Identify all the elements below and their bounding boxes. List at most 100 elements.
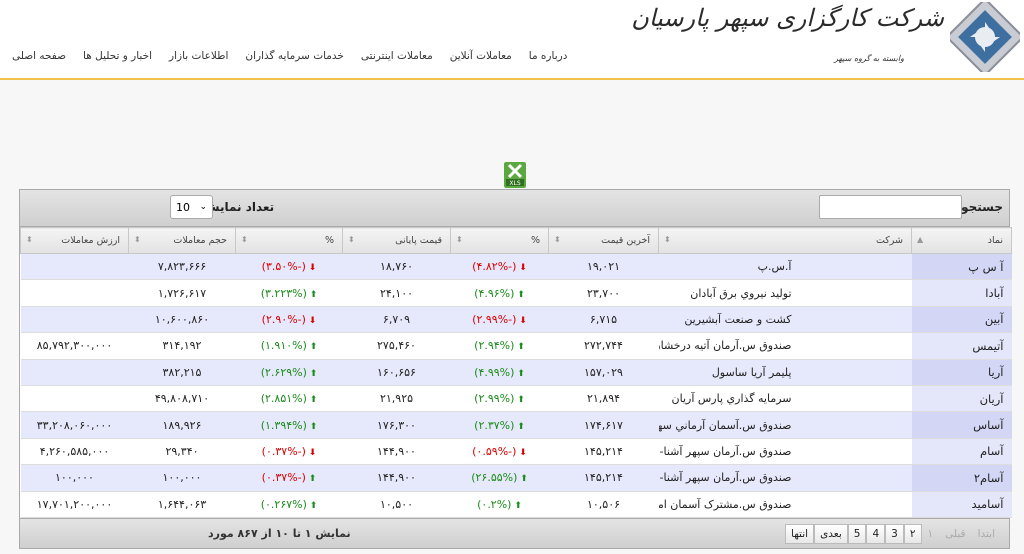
table-row[interactable]: آبین کشت و صنعت آبشیرین ۶,۷۱۵ ⬇ (-۲.۹۹%) ۶,۷… <box>20 306 1012 334</box>
value-cell <box>20 253 129 281</box>
col-symbol-header[interactable]: نماد ▲ <box>911 227 1012 254</box>
table-row[interactable]: آبادا تولید نيروي برق آبادان ۲۳,۷۰۰ ⬆ (۴.۹۶… <box>20 279 1012 307</box>
arrow-up-icon: ⬆ <box>306 500 318 511</box>
nav-market-info[interactable]: اطلاعات بازار <box>169 50 229 62</box>
close-price-cell: ۱۴۴,۹۰۰ <box>342 464 451 492</box>
close-pct-cell: ⬆ (۲.۶۲۹%) <box>235 359 343 386</box>
pager-page[interactable]: 3 <box>885 524 904 544</box>
brand-title: شرکت کارگزاری سپهر پارسیان <box>631 4 944 32</box>
volume-cell: ۱۰۰,۰۰۰ <box>128 464 236 492</box>
company-cell: صندوق س.آسمان آرماني سهام-س <box>658 411 912 439</box>
last-pct-cell: ⬆ (۲.۳۷%) <box>450 411 549 439</box>
table-row[interactable]: آسام صندوق س.آرمان سپهر آشنا-م ۱۴۵,۲۱۴ ⬇ (-… <box>20 438 1012 466</box>
column-label: آخرین قیمت <box>601 235 650 246</box>
pager-page[interactable]: ۱ <box>927 528 934 540</box>
sort-both-icon: ⬍ <box>664 235 671 244</box>
company-cell: سرمایه گذاري پارس آریان <box>658 385 912 413</box>
nav-home[interactable]: صفحه اصلی <box>12 50 67 62</box>
company-cell: تولید نيروي برق آبادان <box>658 279 912 307</box>
pagination: ابتدا قبلی ۱ ۲ 3 4 5 بعدی انتها <box>785 524 1001 544</box>
company-cell: صندوق س.آرمان سپهر آشنا-م <box>658 438 912 466</box>
change-percent: (۱.۳۹۴%) <box>260 418 307 432</box>
change-percent: (-۲.۹۹%) <box>472 312 517 326</box>
col-close-price-header[interactable]: قیمت پایانی ⬍ <box>342 227 451 254</box>
arrow-up-icon: ⬆ <box>306 289 318 300</box>
company-cell: صندوق س.آرمان آتیه درخشان مس-س <box>658 332 912 360</box>
close-price-cell: ۱۷۶,۳۰۰ <box>342 411 451 439</box>
symbol-cell: آساس <box>911 411 1012 439</box>
company-cell: صندوق س.مشترک آسمان امید <box>658 491 912 518</box>
change-percent: (-۳.۵۰%) <box>261 260 306 274</box>
close-pct-cell: ⬆ (۰.۲۶۷%) <box>235 491 343 518</box>
column-label: ارزش معاملات <box>61 235 120 246</box>
last-price-cell: ۱۰,۵۰۶ <box>548 491 659 518</box>
last-price-cell: ۶,۷۱۵ <box>548 306 659 334</box>
arrow-up-icon: ⬆ <box>305 474 317 485</box>
table-row[interactable]: آریان سرمایه گذاري پارس آریان ۲۱,۸۹۴ ⬆ (۲.۹… <box>20 385 1012 413</box>
pager-page[interactable]: 5 <box>847 524 867 544</box>
last-pct-cell: ⬇ (-۰.۵۹%) <box>450 438 549 466</box>
col-last-pct-header[interactable]: % ⬍ <box>450 227 549 254</box>
table-row[interactable]: آریا پلیمر آریا ساسول ۱۵۷,۰۲۹ ⬆ (۴.۹۹%) ۱۶۰,… <box>20 359 1012 386</box>
symbol-cell: آ س پ <box>911 253 1012 281</box>
change-percent: (-۰.۳۷%) <box>261 471 306 485</box>
pager-first[interactable]: ابتدا <box>977 528 995 540</box>
change-percent: (۲.۹۹%) <box>474 392 515 406</box>
chevron-down-icon: ⌄ <box>199 202 207 212</box>
volume-cell: ۷,۸۲۳,۶۶۶ <box>128 253 236 281</box>
arrow-up-icon: ⬆ <box>306 368 318 379</box>
pager-page[interactable]: 4 <box>866 524 886 544</box>
pager-last[interactable]: انتها <box>785 524 815 544</box>
col-last-price-header[interactable]: آخرین قیمت ⬍ <box>548 227 659 254</box>
nav-online-trading[interactable]: معاملات آنلاین <box>449 50 512 62</box>
change-percent: (۳.۲۲۳%) <box>260 286 307 300</box>
xls-export-icon[interactable]: XLS <box>504 162 526 188</box>
table-toolbar: جستجو: تعداد نمایش 10 ⌄ <box>20 190 1009 227</box>
col-volume-header[interactable]: حجم معاملات ⬍ <box>128 227 236 254</box>
table-row[interactable]: آ س پ آ.س.پ ۱۹,۰۲۱ ⬇ (-۴.۸۲%) ۱۸,۷۶۰ ⬇ (-۳.۵۰… <box>20 253 1012 281</box>
page-length-select[interactable]: 10 ⌄ <box>170 195 213 219</box>
volume-cell: ۴۹,۸۰۸,۷۱۰ <box>128 385 236 413</box>
close-price-cell: ۱۶۰,۶۵۶ <box>342 359 451 386</box>
col-company-header[interactable]: شرکت ⬍ <box>658 227 912 254</box>
pager-next[interactable]: بعدی <box>814 524 848 544</box>
volume-cell: ۱۸۹,۹۲۶ <box>128 411 236 439</box>
main-nav: صفحه اصلی اخبار و تحلیل ها اطلاعات بازار… <box>12 50 567 62</box>
value-cell: ۱۰۰,۰۰۰ <box>20 464 129 492</box>
company-cell: پلیمر آریا ساسول <box>658 359 912 386</box>
table-row[interactable]: آسامید صندوق س.مشترک آسمان امید ۱۰,۵۰۶ ⬆ (۰… <box>20 491 1012 518</box>
close-pct-cell: ⬆ (-۰.۳۷%) <box>235 464 343 492</box>
col-value-header[interactable]: ارزش معاملات ⬍ <box>20 227 129 254</box>
arrow-up-icon: ⬆ <box>514 289 525 300</box>
last-price-cell: ۱۷۴,۶۱۷ <box>548 411 659 439</box>
last-price-cell: ۲۷۲,۷۴۴ <box>548 332 659 360</box>
change-percent: (-۴.۸۲%) <box>472 260 517 274</box>
column-label: شرکت <box>875 235 903 246</box>
symbol-cell: آبادا <box>911 279 1012 307</box>
brand-logo-icon[interactable] <box>950 2 1020 72</box>
col-close-pct-header[interactable]: % ⬍ <box>235 227 343 254</box>
arrow-down-icon: ⬇ <box>305 447 317 458</box>
nav-internet-trading[interactable]: معاملات اینترنتی <box>360 50 433 62</box>
arrow-up-icon: ⬆ <box>511 500 522 511</box>
close-pct-cell: ⬆ (۱.۳۹۴%) <box>235 411 343 439</box>
search-input[interactable] <box>819 195 962 219</box>
close-price-cell: ۱۰,۵۰۰ <box>342 491 451 518</box>
change-percent: (۲۶.۵۵%) <box>471 471 518 485</box>
nav-news[interactable]: اخبار و تحلیل ها <box>83 50 153 62</box>
last-price-cell: ۲۳,۷۰۰ <box>548 279 659 307</box>
column-label: % <box>530 235 540 246</box>
last-pct-cell: ⬆ (۴.۹۶%) <box>450 279 549 307</box>
nav-about[interactable]: درباره ما <box>528 50 568 62</box>
pager-page[interactable]: ۲ <box>903 524 922 544</box>
close-pct-cell: ⬇ (-۳.۵۰%) <box>235 253 343 281</box>
table-row[interactable]: آسام۲ صندوق س.آرمان سپهر آشنا-م ۱۴۵,۲۱۴ ⬆ (… <box>20 464 1012 492</box>
pager-prev[interactable]: قبلی <box>945 528 966 540</box>
close-pct-cell: ⬇ (-۲.۹۰%) <box>235 306 343 334</box>
table-info: نمایش ۱ تا ۱۰ از ۸۶۷ مورد <box>208 527 351 540</box>
nav-investor-services[interactable]: خدمات سرمایه گذاران <box>245 50 344 62</box>
change-percent: (-۲.۹۰%) <box>261 312 306 326</box>
close-price-cell: ۱۸,۷۶۰ <box>342 253 451 281</box>
